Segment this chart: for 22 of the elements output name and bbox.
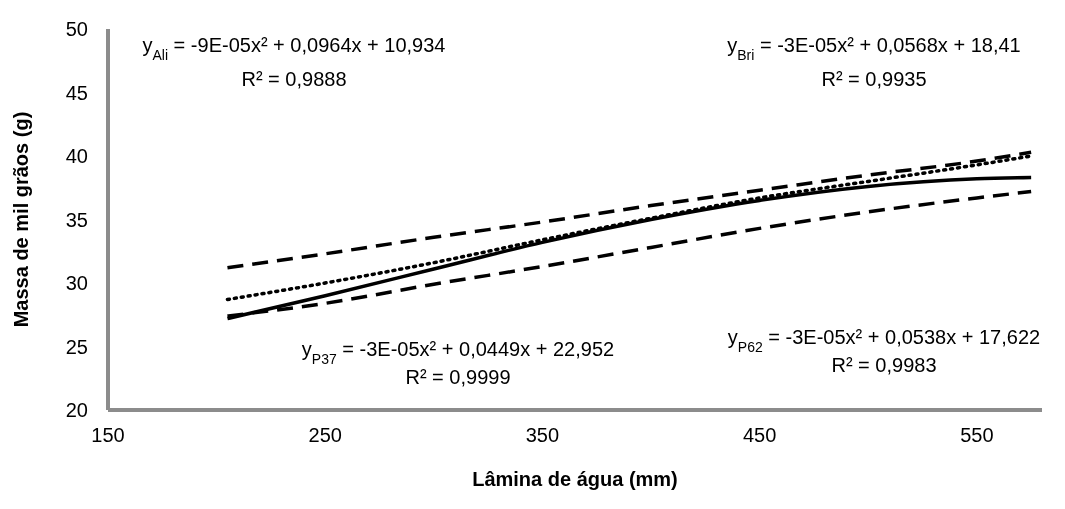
y-axis-title: Massa de mil grãos (g) bbox=[10, 111, 32, 328]
y-tick-label: 50 bbox=[65, 18, 88, 40]
annotation: R² = 0,9935 bbox=[821, 68, 927, 90]
y-tick-label: 25 bbox=[65, 335, 88, 358]
annotation: R² = 0,9999 bbox=[405, 366, 511, 388]
x-tick-label: 350 bbox=[525, 424, 560, 446]
x-axis-title: Lâmina de água (mm) bbox=[472, 468, 678, 490]
x-tick-label: 150 bbox=[91, 424, 125, 446]
y-tick-label: 40 bbox=[65, 145, 88, 167]
annotation: y$_{P62}$ = -3E-05x² + 0,0538x + 17,622 bbox=[727, 326, 1041, 355]
annotation: y$_{P37}$ = -3E-05x² + 0,0449x + 22,952 bbox=[301, 338, 615, 367]
y-tick-label: 45 bbox=[65, 81, 88, 104]
annotation: y$_{Bri}$ = -3E-05x² + 0,0568x + 18,41 bbox=[727, 34, 1021, 63]
annotation: y$_{Ali}$ = -9E-05x² + 0,0964x + 10,934 bbox=[142, 34, 446, 63]
y-tick-label: 30 bbox=[65, 272, 88, 294]
x-tick-label: 450 bbox=[742, 424, 777, 446]
x-tick-label: 250 bbox=[308, 424, 342, 446]
annotation: R² = 0,9983 bbox=[831, 354, 937, 376]
annotation: R² = 0,9888 bbox=[241, 68, 347, 90]
y-tick-label: 20 bbox=[65, 399, 88, 421]
y-tick-label: 35 bbox=[65, 208, 88, 231]
x-tick-label: 550 bbox=[960, 424, 994, 446]
